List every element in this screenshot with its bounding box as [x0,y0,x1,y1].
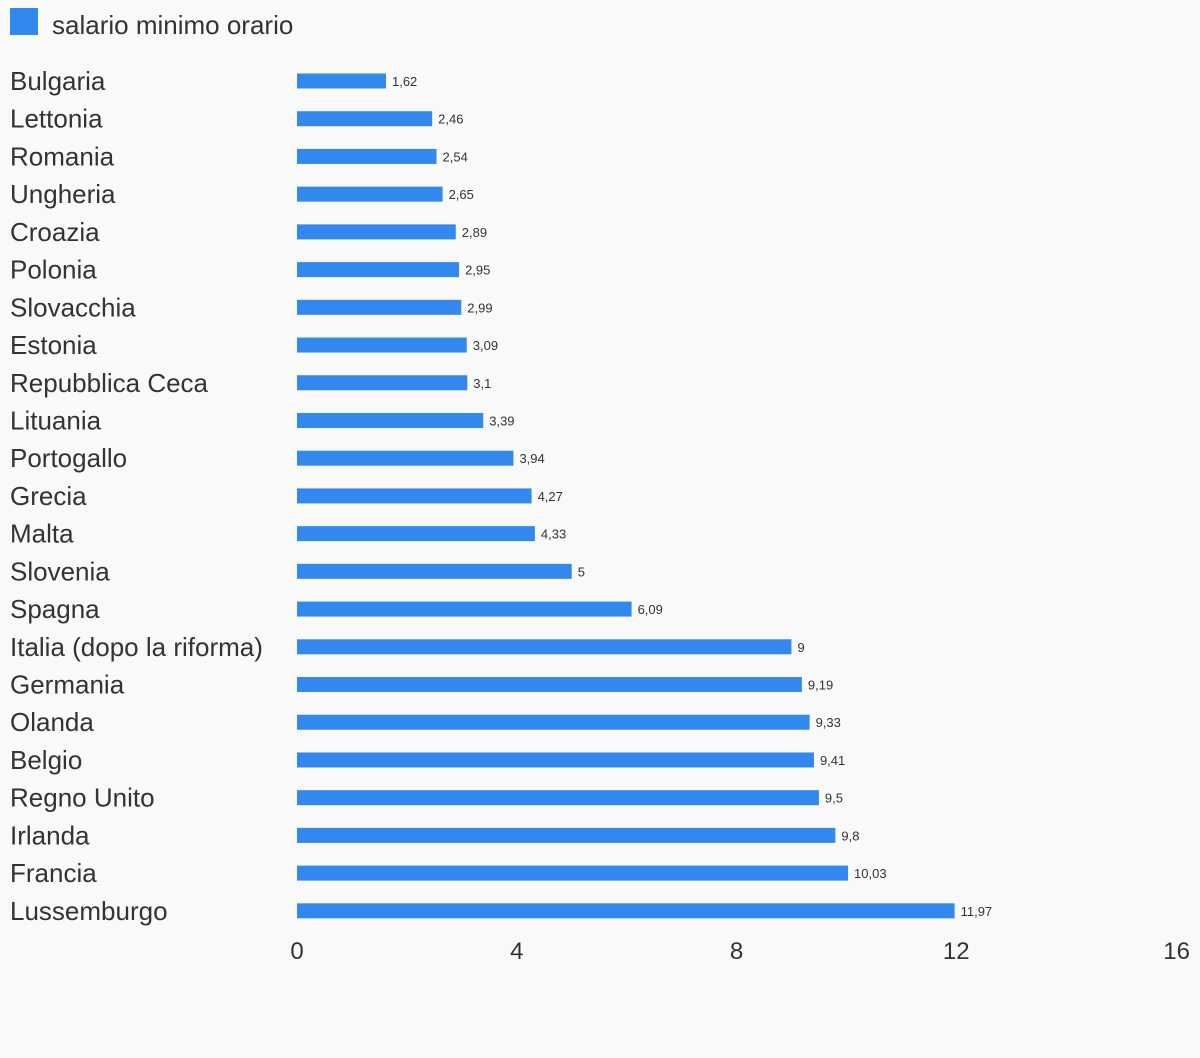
bar [297,224,456,240]
bar [297,903,955,919]
bar [297,790,819,806]
category-label: Bulgaria [10,66,106,96]
data-label: 2,65 [449,187,474,202]
category-label: Spagna [10,594,100,624]
bar [297,73,386,89]
category-label: Germania [10,670,125,700]
category-label: Lituania [10,405,102,435]
data-label: 2,54 [443,149,468,164]
data-label: 2,95 [465,263,490,278]
data-label: 6,09 [638,602,663,617]
legend-label: salario minimo orario [52,10,294,40]
bar [297,375,468,391]
data-label: 2,89 [462,225,487,240]
data-label: 4,27 [538,489,563,504]
data-label: 3,1 [473,376,491,391]
data-label: 2,46 [438,112,463,127]
category-label: Estonia [10,330,97,360]
data-label: 9,19 [808,678,833,693]
data-label: 5 [578,564,585,579]
x-tick-label: 8 [730,938,743,965]
data-label: 3,39 [489,413,514,428]
chart-legend: salario minimo orario [10,7,294,42]
bar [297,488,532,504]
bar [297,752,814,768]
x-tick-label: 12 [943,938,970,965]
data-label: 10,03 [854,866,887,881]
category-label: Irlanda [10,820,90,850]
category-label: Ungheria [10,179,116,209]
legend-swatch [10,7,38,35]
bar [297,111,433,127]
data-label: 9,33 [816,715,841,730]
category-label: Francia [10,858,97,888]
bar [297,526,535,542]
data-label: 2,99 [467,300,492,315]
bar [297,299,462,315]
category-label: Portogallo [10,443,127,473]
bar [297,639,792,655]
data-label: 9 [797,640,804,655]
category-label: Slovenia [10,556,110,586]
category-label: Lussemburgo [10,896,168,926]
bar [297,714,810,730]
bar [297,827,836,843]
category-label: Romania [10,141,115,171]
data-label: 3,94 [519,451,544,466]
category-label: Italia (dopo la riforma) [10,632,263,662]
bar [297,450,514,466]
category-label: Croazia [10,217,100,247]
bar [297,148,437,164]
x-tick-label: 0 [290,938,303,965]
bar [297,186,443,202]
category-label: Olanda [10,707,94,737]
bar [297,337,467,353]
category-label: Grecia [10,481,87,511]
data-label: 4,33 [541,527,566,542]
bar [297,677,802,693]
data-label: 9,8 [841,828,859,843]
data-label: 11,97 [961,904,993,919]
category-label: Slovacchia [10,292,136,322]
data-label: 9,41 [820,753,845,768]
data-label: 1,62 [392,74,417,89]
bar [297,563,572,579]
bar [297,262,460,278]
bar [297,865,849,881]
x-tick-label: 4 [510,938,523,965]
category-label: Repubblica Ceca [10,368,209,398]
category-label: Lettonia [10,104,103,134]
x-tick-label: 16 [1163,938,1190,965]
category-label: Malta [10,519,74,549]
data-label: 3,09 [473,338,498,353]
bar [297,412,484,428]
category-label: Regno Unito [10,783,155,813]
category-label: Polonia [10,255,97,285]
category-label: Belgio [10,745,82,775]
data-label: 9,5 [825,791,843,806]
bar [297,601,632,617]
